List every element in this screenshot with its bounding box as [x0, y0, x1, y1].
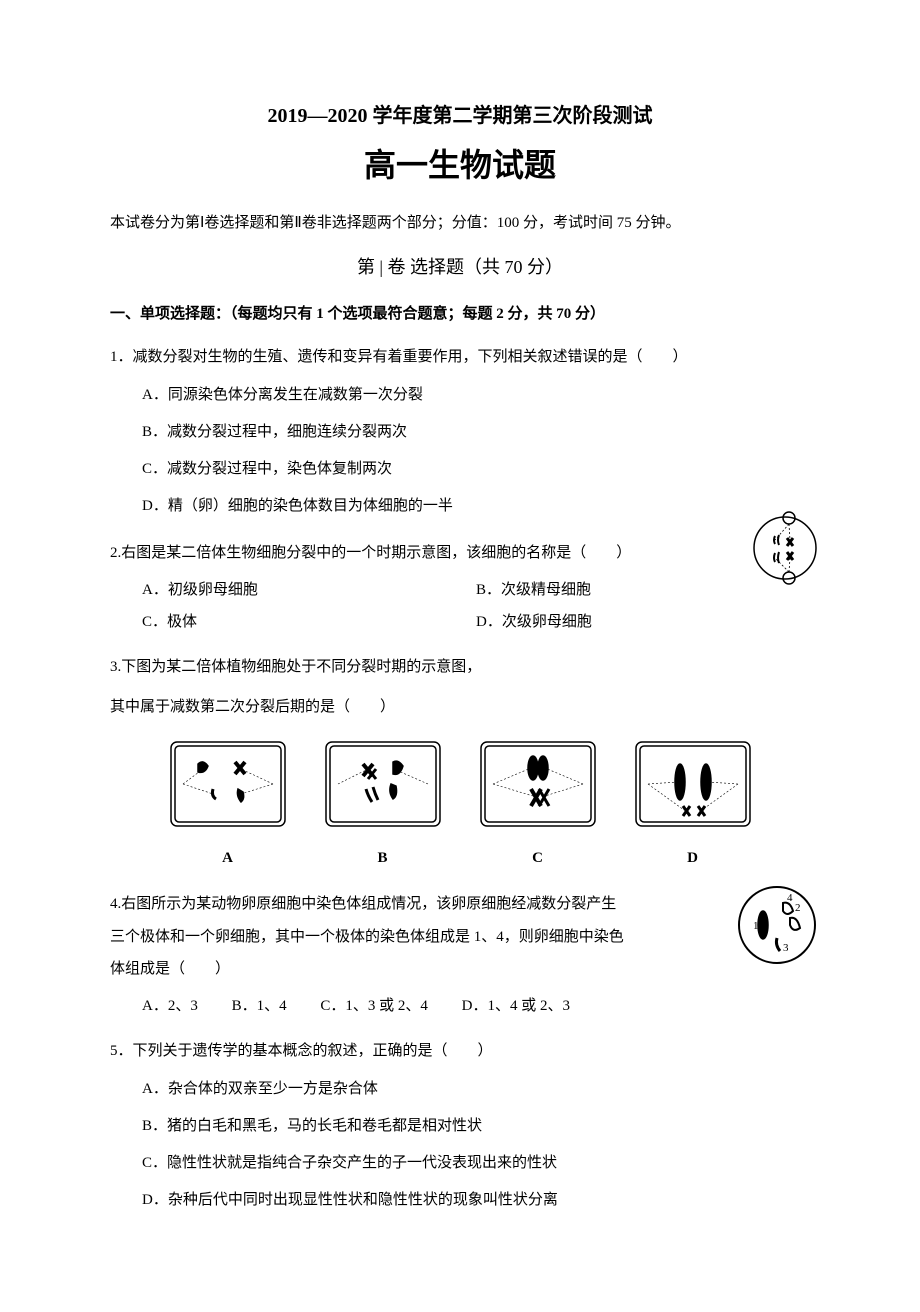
q3-text2: 其中属于减数第二次分裂后期的是（ ） [110, 692, 810, 722]
q3-text1: 3.下图为某二倍体植物细胞处于不同分裂时期的示意图， [110, 652, 810, 682]
q3-label-c: C [473, 846, 603, 870]
q4-chromo-1-label: 1 [753, 920, 759, 932]
q2-text: 2.右图是某二倍体生物细胞分裂中的一个时期示意图，该细胞的名称是（ ） [110, 538, 810, 568]
q4-option-c: C．1、3 或 2、4 [320, 994, 428, 1018]
q1-text: 1．减数分裂对生物的生殖、遗传和变异有着重要作用，下列相关叙述错误的是（ ） [110, 342, 810, 372]
q4-option-b: B．1、4 [232, 994, 287, 1018]
q4-options: A．2、3 B．1、4 C．1、3 或 2、4 D．1、4 或 2、3 [110, 994, 810, 1018]
q3-label-a: A [163, 846, 293, 870]
section-header: 第 | 卷 选择题（共 70 分） [110, 253, 810, 282]
q4-option-d: D．1、4 或 2、3 [462, 994, 570, 1018]
q4-chromo-2-label: 2 [795, 902, 801, 914]
exam-year-title: 2019—2020 学年度第二学期第三次阶段测试 [110, 100, 810, 132]
question-3: 3.下图为某二倍体植物细胞处于不同分裂时期的示意图， 其中属于减数第二次分裂后期… [110, 652, 810, 870]
q3-panel-a: A [163, 734, 293, 870]
question-1: 1．减数分裂对生物的生殖、遗传和变异有着重要作用，下列相关叙述错误的是（ ） A… [110, 342, 810, 520]
q5-option-a: A．杂合体的双亲至少一方是杂合体 [110, 1076, 810, 1103]
q4-text3: 体组成是（ ） [110, 954, 810, 984]
exam-info: 本试卷分为第Ⅰ卷选择题和第Ⅱ卷非选择题两个部分；分值：100 分，考试时间 75… [110, 211, 810, 235]
q3-panel-d: D [628, 734, 758, 870]
exam-main-title: 高一生物试题 [110, 140, 810, 191]
q4-text1: 4.右图所示为某动物卵原细胞中染色体组成情况，该卵原细胞经减数分裂产生 [110, 888, 810, 921]
question-4: 1 2 3 4 4.右图所示为某动物卵原细胞中染色体组成情况，该卵原细胞经减数分… [110, 888, 810, 1018]
q3-figures-row: A B [150, 734, 770, 870]
q5-option-b: B．猪的白毛和黑毛，马的长毛和卷毛都是相对性状 [110, 1113, 810, 1140]
q2-option-c: C．极体 [142, 610, 476, 634]
q1-option-b: B．减数分裂过程中，细胞连续分裂两次 [110, 419, 810, 446]
q2-cell-diagram-icon [745, 508, 825, 588]
q4-text2: 三个极体和一个卵细胞，其中一个极体的染色体组成是 1、4，则卵细胞中染色 [110, 921, 810, 954]
q4-chromo-3-label: 3 [783, 942, 789, 954]
q5-option-c: C．隐性性状就是指纯合子杂交产生的子一代没表现出来的性状 [110, 1150, 810, 1177]
q3-panel-b: B [318, 734, 448, 870]
q2-options-row2: C．极体 D．次级卵母细胞 [110, 610, 810, 634]
question-5: 5．下列关于遗传学的基本概念的叙述，正确的是（ ） A．杂合体的双亲至少一方是杂… [110, 1036, 810, 1214]
q1-option-d: D．精（卵）细胞的染色体数目为体细胞的一半 [110, 493, 810, 520]
q3-panel-c: C [473, 734, 603, 870]
q1-option-a: A．同源染色体分离发生在减数第一次分裂 [110, 382, 810, 409]
section-title: 一、单项选择题：（每题均只有 1 个选项最符合题意；每题 2 分，共 70 分） [110, 302, 810, 326]
q2-option-a: A．初级卵母细胞 [142, 578, 476, 602]
q3-label-d: D [628, 846, 758, 870]
q4-cell-diagram-icon: 1 2 3 4 [735, 883, 820, 968]
question-2: 2.右图是某二倍体生物细胞分裂中的一个时期示意图，该细胞的名称是（ ） A．初级… [110, 538, 810, 634]
q3-label-b: B [318, 846, 448, 870]
q5-option-d: D．杂种后代中同时出现显性性状和隐性性状的现象叫性状分离 [110, 1187, 810, 1214]
q5-text: 5．下列关于遗传学的基本概念的叙述，正确的是（ ） [110, 1036, 810, 1066]
q4-option-a: A．2、3 [142, 994, 198, 1018]
q4-chromo-4-label: 4 [787, 892, 793, 904]
q2-options-row1: A．初级卵母细胞 B．次级精母细胞 [110, 578, 810, 602]
q1-option-c: C．减数分裂过程中，染色体复制两次 [110, 456, 810, 483]
q2-option-d: D．次级卵母细胞 [476, 610, 810, 634]
